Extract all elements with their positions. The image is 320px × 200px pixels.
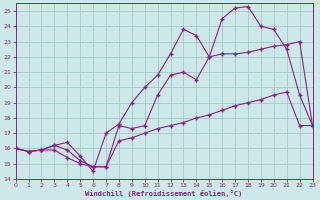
X-axis label: Windchill (Refroidissement éolien,°C): Windchill (Refroidissement éolien,°C) [85,190,243,197]
